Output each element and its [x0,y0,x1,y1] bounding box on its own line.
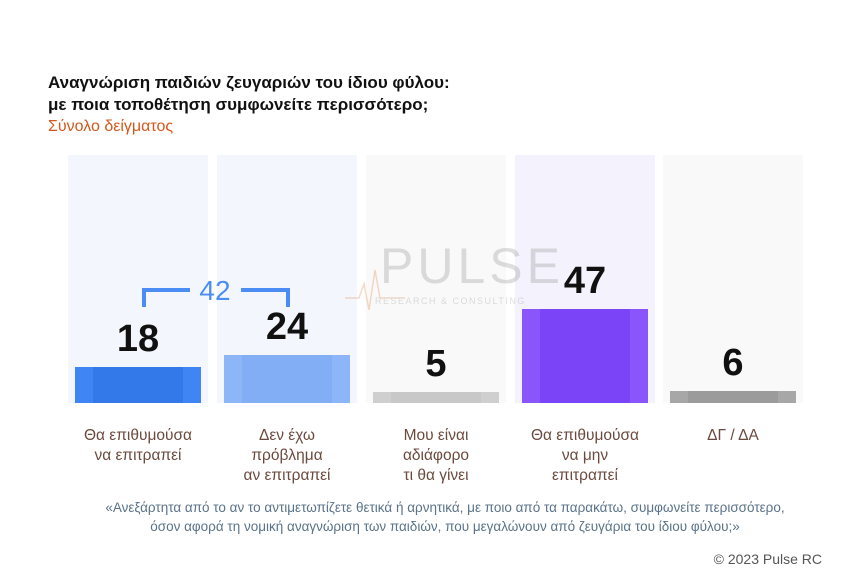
category-label-line: πρόβλημα [251,447,323,464]
category-label: Μου είναι αδιάφορο τι θα γίνει [366,426,506,486]
column-background [68,155,208,403]
bar [670,391,796,403]
title-line-1: Αναγνώριση παιδιών ζευγαριών του ίδιου φ… [48,73,450,92]
category-label: Θα επιθυμούσα να μην επιτραπεί [515,426,655,486]
category-label-line: να επιτραπεί [94,447,182,464]
watermark-brand: PULSE [380,238,564,294]
category-label-line: ΔΓ / ΔΑ [707,427,759,444]
category-label-line: αδιάφορο [402,447,470,464]
bar-highlight [688,391,778,403]
footnote-line-1: «Ανεξάρτητα από το αν το αντιμετωπίζετε … [105,500,785,515]
bar [373,392,499,403]
bar [75,367,201,403]
bar-value-label: 5 [425,343,447,385]
bar-value-label: 18 [116,318,160,360]
category-label: ΔΓ / ΔΑ [663,426,803,446]
pulse-heartbeat-icon [345,269,405,310]
bar-highlight [540,309,630,403]
category-label-line: Δεν έχω [258,427,316,444]
question-footnote: «Ανεξάρτητα από το αν το αντιμετωπίζετε … [60,498,830,536]
category-label-line: να μην [561,447,609,464]
footnote-line-2: όσον αφορά τη νομική αναγνώριση των παιδ… [150,519,740,534]
category-label: Δεν έχω πρόβλημα αν επιτραπεί [217,426,357,486]
bar-value-label: 24 [265,306,309,348]
watermark-tagline: RESEARCH & CONSULTING [375,296,526,306]
pulse-watermark-logo: PULSE RESEARCH & CONSULTING [345,240,560,310]
column-background [663,155,803,403]
chart-title: Αναγνώριση παιδιών ζευγαριών του ίδιου φ… [48,72,450,116]
bar [522,309,648,403]
bar-value-label: 6 [722,342,744,384]
category-label-line: Θα επιθυμούσα [530,427,640,444]
copyright: © 2023 Pulse RC [713,551,822,567]
category-label-line: επιτραπεί [552,467,618,484]
category-label-line: Μου είναι [403,427,469,444]
chart-subtitle: Σύνολο δείγματος [48,118,174,135]
bar-value-label: 47 [563,260,607,302]
bar-highlight [93,367,183,403]
category-label: Θα επιθυμούσα να επιτραπεί [68,426,208,466]
title-line-2: με ποια τοποθέτηση συμφωνείτε περισσότερ… [48,95,429,114]
column-background [366,155,506,403]
category-label-line: Θα επιθυμούσα [83,427,193,444]
combined-value-label: 42 [199,275,231,306]
category-label-line: τι θα γίνει [403,467,469,484]
bar-highlight [242,355,332,403]
bar-highlight [391,392,481,403]
category-label-line: αν επιτραπεί [243,467,331,484]
bar [224,355,350,403]
